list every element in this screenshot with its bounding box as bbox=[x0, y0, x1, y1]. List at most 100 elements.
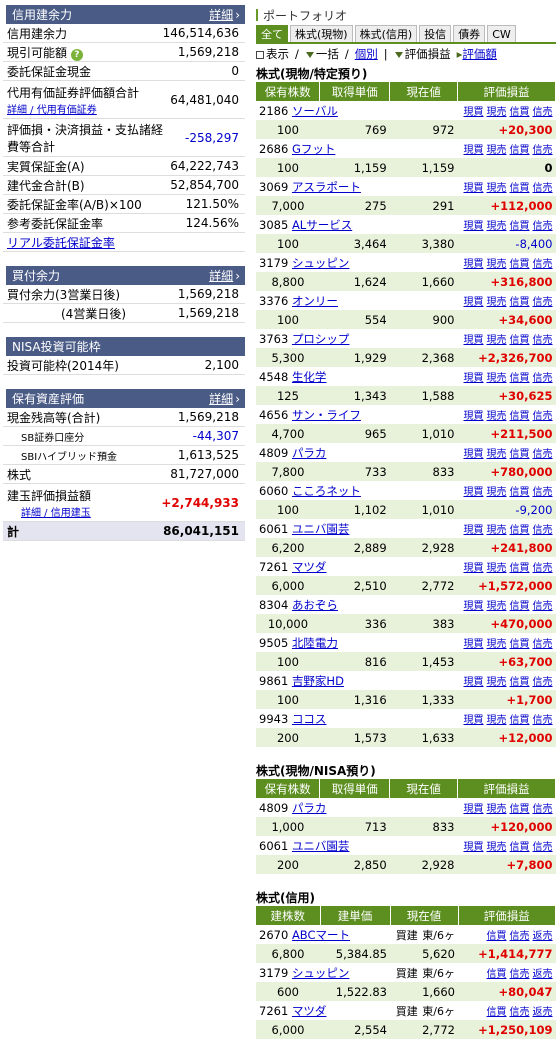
stock-name-link[interactable]: ソーバル bbox=[291, 103, 338, 118]
stock-name-link[interactable]: ABCマート bbox=[291, 927, 351, 942]
margin-positions-link[interactable]: 詳細 / 信用建玉 bbox=[21, 507, 91, 519]
trade-action-link[interactable]: 現買 bbox=[463, 842, 484, 853]
stock-name-link[interactable]: ユニバ園芸 bbox=[291, 838, 350, 853]
stock-name-link[interactable]: パラカ bbox=[291, 445, 327, 460]
trade-action-link[interactable]: 現買 bbox=[463, 525, 484, 536]
tab-all[interactable]: 全て bbox=[256, 25, 288, 42]
tab-cw[interactable]: CW bbox=[487, 25, 516, 42]
stock-name-link[interactable]: 北陸電力 bbox=[291, 635, 338, 650]
stock-name-link[interactable]: 生化学 bbox=[291, 369, 327, 384]
trade-action-link[interactable]: 現売 bbox=[486, 145, 507, 156]
stock-name-link[interactable]: プロシップ bbox=[291, 331, 350, 346]
trade-action-link[interactable]: 現買 bbox=[463, 449, 484, 460]
bulk-toggle[interactable]: 一括 bbox=[305, 46, 339, 62]
trade-action-link[interactable]: 信売 bbox=[532, 563, 553, 574]
trade-action-link[interactable]: 信売 bbox=[532, 221, 553, 232]
trade-action-link[interactable]: 信売 bbox=[532, 487, 553, 498]
trade-action-link[interactable]: 信売 bbox=[532, 639, 553, 650]
trade-action-link[interactable]: 信売 bbox=[532, 145, 553, 156]
stock-name-link[interactable]: シュッピン bbox=[291, 965, 350, 980]
buying-detail-link[interactable]: 詳細 bbox=[209, 267, 240, 284]
trade-action-link[interactable]: 現売 bbox=[486, 563, 507, 574]
trade-action-link[interactable]: 信売 bbox=[532, 183, 553, 194]
trade-action-link[interactable]: 信買 bbox=[509, 145, 530, 156]
assets-detail-link[interactable]: 詳細 bbox=[209, 390, 240, 407]
credit-detail-link[interactable]: 詳細 bbox=[209, 6, 240, 23]
trade-action-link[interactable]: 現売 bbox=[486, 221, 507, 232]
individual-link[interactable]: 個別 bbox=[354, 47, 378, 61]
trade-action-link[interactable]: 信買 bbox=[509, 183, 530, 194]
trade-action-link[interactable]: 現売 bbox=[486, 183, 507, 194]
trade-action-link[interactable]: 現売 bbox=[486, 525, 507, 536]
trade-action-link[interactable]: 信売 bbox=[532, 373, 553, 384]
trade-action-link[interactable]: 信買 bbox=[509, 221, 530, 232]
trade-action-link[interactable]: 現売 bbox=[486, 639, 507, 650]
tab-bonds[interactable]: 債券 bbox=[453, 25, 486, 42]
trade-action-link[interactable]: 現買 bbox=[463, 487, 484, 498]
trade-action-link[interactable]: 信売 bbox=[532, 335, 553, 346]
trade-action-link[interactable]: 現買 bbox=[463, 297, 484, 308]
trade-action-link[interactable]: 信買 bbox=[509, 411, 530, 422]
display-toggle[interactable]: 表示 bbox=[256, 46, 289, 62]
stock-name-link[interactable]: オンリー bbox=[291, 293, 338, 308]
trade-action-link[interactable]: 信売 bbox=[532, 601, 553, 612]
trade-action-link[interactable]: 現買 bbox=[463, 677, 484, 688]
trade-action-link[interactable]: 信買 bbox=[509, 639, 530, 650]
tab-stock-margin[interactable]: 株式(信用) bbox=[354, 25, 418, 42]
trade-action-link[interactable]: 信買 bbox=[509, 259, 530, 270]
trade-action-link[interactable]: 現売 bbox=[486, 297, 507, 308]
trade-action-link[interactable]: 信買 bbox=[509, 297, 530, 308]
trade-action-link[interactable]: 現売 bbox=[486, 487, 507, 498]
trade-action-link[interactable]: 現売 bbox=[486, 677, 507, 688]
trade-action-link[interactable]: 信買 bbox=[486, 1007, 507, 1018]
stock-name-link[interactable]: こころネット bbox=[291, 483, 361, 498]
trade-action-link[interactable]: 現買 bbox=[463, 335, 484, 346]
trade-action-link[interactable]: 信買 bbox=[509, 525, 530, 536]
trade-action-link[interactable]: 信買 bbox=[509, 107, 530, 118]
trade-action-link[interactable]: 現売 bbox=[486, 601, 507, 612]
trade-action-link[interactable]: 返売 bbox=[532, 931, 553, 942]
trade-action-link[interactable]: 信買 bbox=[509, 373, 530, 384]
trade-action-link[interactable]: 現買 bbox=[463, 107, 484, 118]
trade-action-link[interactable]: 返売 bbox=[532, 969, 553, 980]
trade-action-link[interactable]: 信売 bbox=[509, 1007, 530, 1018]
eval-amt-link[interactable]: 評価額 bbox=[462, 47, 497, 61]
trade-action-link[interactable]: 信売 bbox=[509, 931, 530, 942]
stock-name-link[interactable]: あおぞら bbox=[291, 597, 338, 612]
real-margin-rate-link[interactable]: リアル委託保証金率 bbox=[7, 235, 115, 250]
trade-action-link[interactable]: 現売 bbox=[486, 842, 507, 853]
trade-action-link[interactable]: 現買 bbox=[463, 639, 484, 650]
trade-action-link[interactable]: 現売 bbox=[486, 107, 507, 118]
eval-pl-sort[interactable]: 評価損益 bbox=[394, 46, 451, 62]
trade-action-link[interactable]: 信買 bbox=[509, 677, 530, 688]
trade-action-link[interactable]: 信買 bbox=[509, 487, 530, 498]
trade-action-link[interactable]: 信売 bbox=[509, 969, 530, 980]
stock-name-link[interactable]: サン・ライフ bbox=[291, 407, 361, 422]
trade-action-link[interactable]: 信売 bbox=[532, 677, 553, 688]
trade-action-link[interactable]: 信買 bbox=[486, 969, 507, 980]
trade-action-link[interactable]: 信買 bbox=[509, 601, 530, 612]
trade-action-link[interactable]: 信売 bbox=[532, 525, 553, 536]
stock-name-link[interactable]: Gフット bbox=[291, 141, 336, 156]
trade-action-link[interactable]: 現売 bbox=[486, 804, 507, 815]
trade-action-link[interactable]: 信売 bbox=[532, 107, 553, 118]
trade-action-link[interactable]: 信売 bbox=[532, 804, 553, 815]
trade-action-link[interactable]: 現買 bbox=[463, 259, 484, 270]
trade-action-link[interactable]: 現買 bbox=[463, 183, 484, 194]
trade-action-link[interactable]: 現買 bbox=[463, 601, 484, 612]
trade-action-link[interactable]: 信買 bbox=[509, 563, 530, 574]
trade-action-link[interactable]: 信売 bbox=[532, 411, 553, 422]
trade-action-link[interactable]: 信売 bbox=[532, 715, 553, 726]
trade-action-link[interactable]: 現売 bbox=[486, 449, 507, 460]
trade-action-link[interactable]: 信買 bbox=[509, 715, 530, 726]
stock-name-link[interactable]: マツダ bbox=[291, 559, 327, 574]
trade-action-link[interactable]: 現売 bbox=[486, 715, 507, 726]
stock-name-link[interactable]: ALサービス bbox=[291, 217, 353, 232]
stock-name-link[interactable]: 吉野家HD bbox=[291, 673, 344, 688]
trade-action-link[interactable]: 現買 bbox=[463, 563, 484, 574]
trade-action-link[interactable]: 現買 bbox=[463, 145, 484, 156]
trade-action-link[interactable]: 現売 bbox=[486, 335, 507, 346]
trade-action-link[interactable]: 信売 bbox=[532, 297, 553, 308]
tab-funds[interactable]: 投信 bbox=[419, 25, 452, 42]
trade-action-link[interactable]: 現買 bbox=[463, 221, 484, 232]
